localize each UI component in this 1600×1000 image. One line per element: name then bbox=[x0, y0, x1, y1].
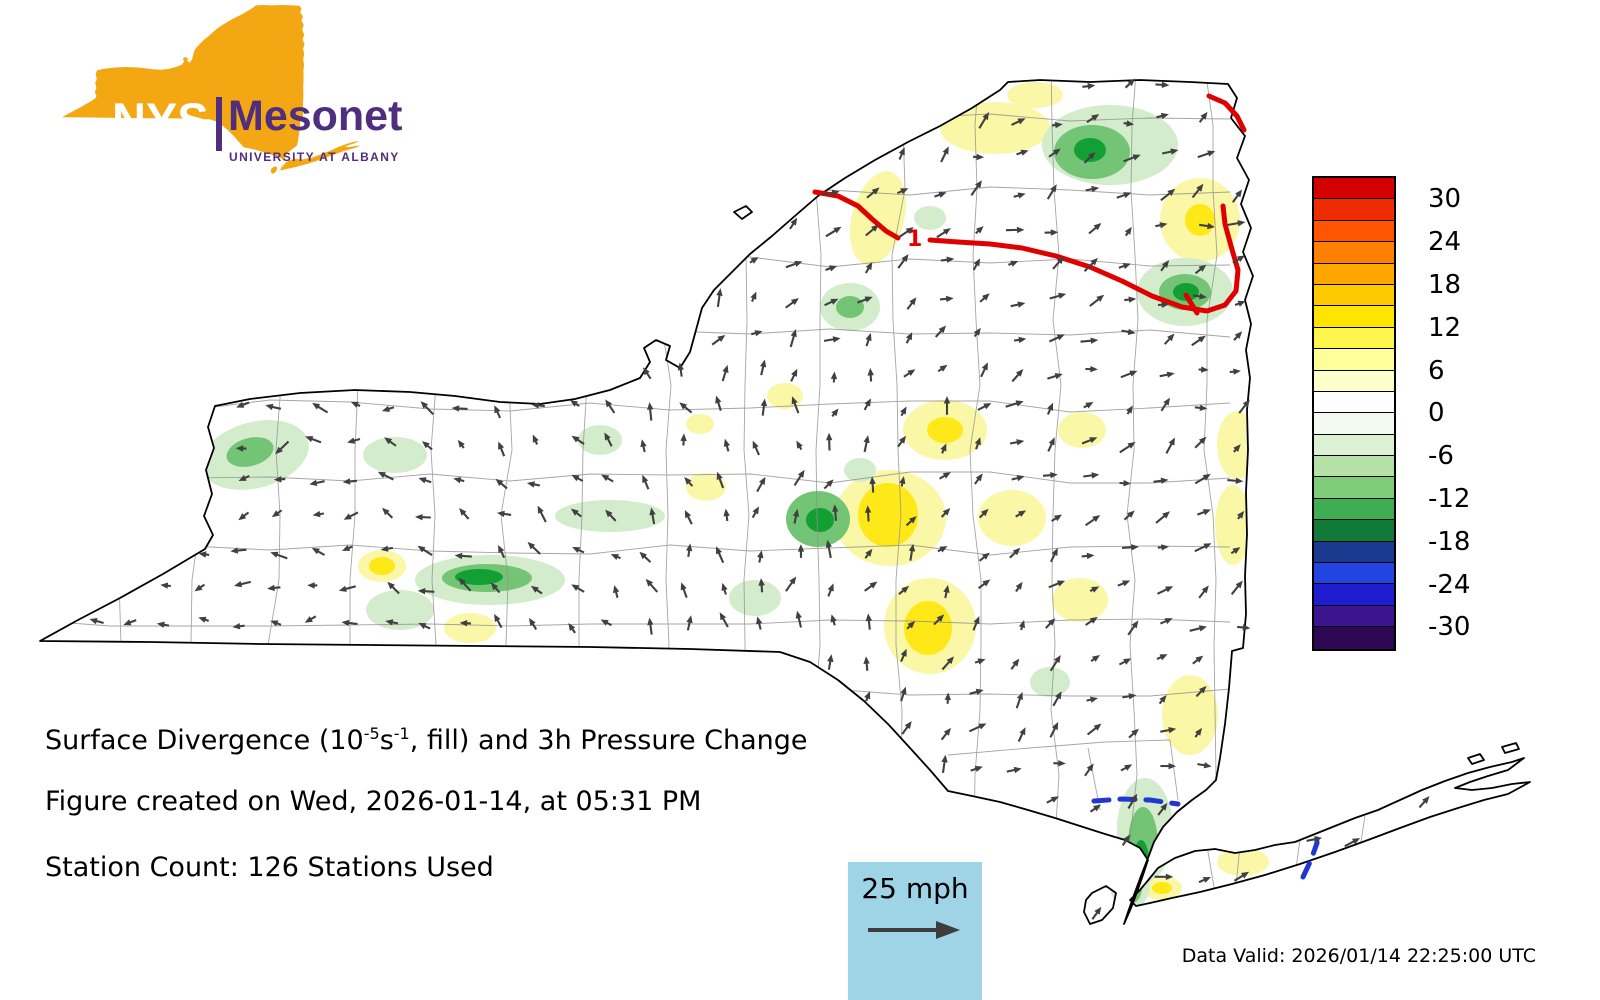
legend-color-segment bbox=[1314, 178, 1394, 200]
title-suffix: , fill) and 3h Pressure Change bbox=[409, 725, 808, 756]
logo-name: Mesonet bbox=[228, 92, 403, 140]
legend-color-segment bbox=[1314, 584, 1394, 606]
station-count-text: Station Count: 126 Stations Used bbox=[45, 852, 494, 883]
wind-reference-arrow-icon bbox=[868, 921, 960, 939]
logo-acronym: NYS bbox=[112, 93, 209, 146]
legend-color-segment bbox=[1314, 242, 1394, 264]
legend-color-segment bbox=[1314, 327, 1394, 350]
legend-tick-label: 18 bbox=[1428, 270, 1462, 300]
legend-color-segment bbox=[1314, 605, 1394, 628]
legend-color-segment bbox=[1314, 391, 1394, 414]
legend-tick-label: -12 bbox=[1428, 484, 1471, 514]
figure-title: Surface Divergence (10-5s-1, fill) and 3… bbox=[45, 724, 808, 756]
legend-color-segment bbox=[1314, 306, 1394, 328]
legend-color-segment bbox=[1314, 498, 1394, 521]
pressure-contour-layer bbox=[812, 93, 1320, 880]
legend-color-segment bbox=[1314, 220, 1394, 243]
legend-color-segment bbox=[1314, 477, 1394, 499]
title-exponent-1: -5 bbox=[363, 724, 380, 743]
title-exponent-2: -1 bbox=[393, 724, 410, 743]
legend-tick-label: -30 bbox=[1428, 612, 1471, 643]
logo-state-shape bbox=[62, 5, 360, 174]
legend-color-segment bbox=[1314, 284, 1394, 307]
title-mid: s bbox=[379, 725, 394, 756]
wind-speed-label: 25 mph bbox=[861, 872, 969, 905]
legend-color-segment bbox=[1314, 413, 1394, 435]
legend-tick-label: -24 bbox=[1428, 569, 1471, 600]
legend-tick-label: 0 bbox=[1428, 398, 1445, 429]
legend-tick-label: 12 bbox=[1428, 312, 1462, 343]
legend-color-segment bbox=[1314, 520, 1394, 542]
legend-color-segment bbox=[1314, 263, 1394, 285]
logo-subtitle: UNIVERSITY AT ALBANY bbox=[229, 150, 400, 164]
legend-color-segment bbox=[1314, 370, 1394, 392]
color-scale-legend bbox=[1312, 176, 1396, 651]
legend-color-segment bbox=[1314, 563, 1394, 585]
figure-created-text: Figure created on Wed, 2026-01-14, at 05… bbox=[45, 786, 702, 817]
wind-arrow-layer bbox=[89, 78, 1430, 920]
data-valid-timestamp: Data Valid: 2026/01/14 22:25:00 UTC bbox=[1181, 945, 1536, 967]
contour-label: 1 bbox=[907, 227, 922, 252]
logo-divider bbox=[216, 97, 222, 151]
legend-tick-label: 30 bbox=[1428, 184, 1462, 215]
legend-tick-label: -18 bbox=[1428, 526, 1471, 557]
legend-color-segment bbox=[1314, 434, 1394, 457]
state-outline bbox=[39, 79, 1531, 925]
legend-tick-label: 24 bbox=[1428, 227, 1462, 258]
legend-color-segment bbox=[1314, 541, 1394, 564]
title-prefix: Surface Divergence (10 bbox=[45, 725, 364, 756]
legend-color-segment bbox=[1314, 199, 1394, 221]
legend-tick-label: 6 bbox=[1428, 355, 1445, 386]
wind-speed-reference: 25 mph bbox=[848, 862, 982, 1000]
legend-color-segment bbox=[1314, 349, 1394, 371]
legend-color-segment bbox=[1314, 627, 1394, 649]
legend-color-segment bbox=[1314, 456, 1394, 478]
legend-tick-label: -6 bbox=[1428, 441, 1454, 472]
